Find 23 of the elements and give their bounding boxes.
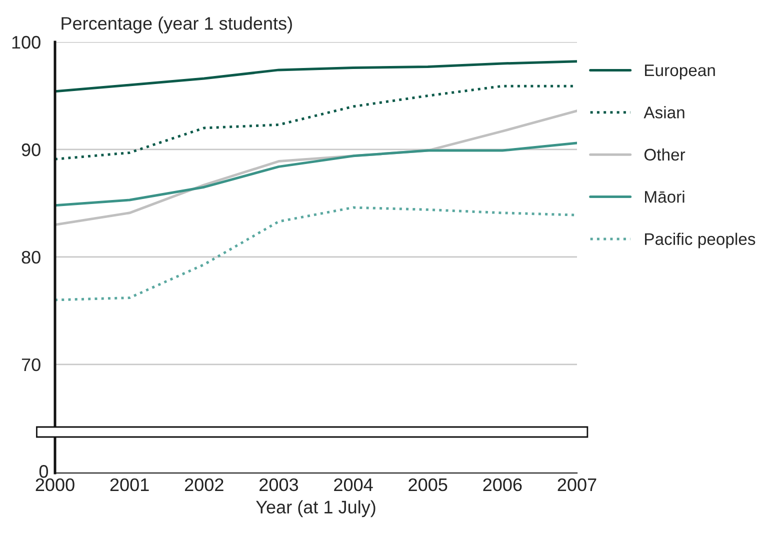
- legend-label: Asian: [644, 106, 684, 118]
- line-series: [55, 142, 577, 207]
- legend-label: Māori: [645, 190, 684, 203]
- x-tick-label: 2003: [260, 478, 298, 492]
- x-tick-label: 2000: [36, 478, 74, 492]
- legend-label: Other: [644, 148, 686, 161]
- x-tick-label: 2006: [483, 478, 522, 492]
- legend-label: European: [645, 64, 715, 80]
- line-series: [55, 60, 577, 93]
- legend-label: Pacific peoples: [645, 232, 756, 248]
- x-tick-label: 2001: [110, 478, 149, 492]
- x-tick-label: 2005: [408, 478, 448, 492]
- x-tick-label: 2002: [184, 478, 224, 492]
- y-tick-label: 100: [12, 36, 40, 49]
- y-tick-label: 90: [22, 143, 40, 156]
- text: 0: [39, 465, 48, 478]
- line-series: [55, 206, 577, 302]
- x-axis-title: Year (at 1 July): [256, 500, 376, 518]
- y-tick-label: 70: [22, 358, 40, 372]
- x-tick-label: 2007: [558, 478, 596, 492]
- y-tick-label: 80: [22, 250, 40, 264]
- y-axis-title: Percentage (year 1 students): [62, 16, 292, 34]
- x-tick-label: 2004: [334, 478, 373, 492]
